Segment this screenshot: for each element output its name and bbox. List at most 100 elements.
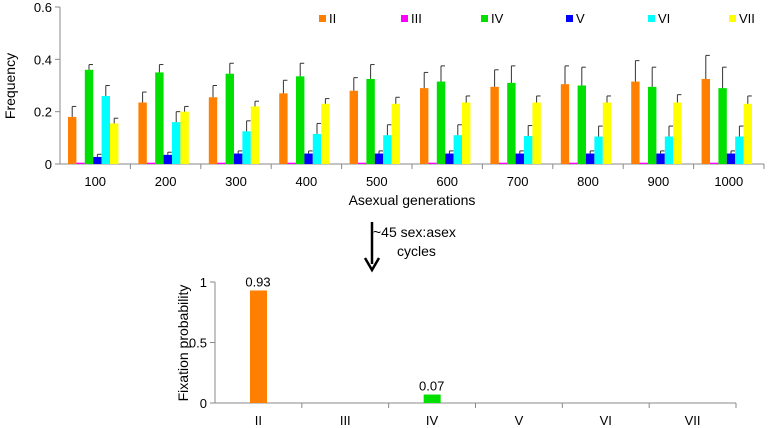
y-tick-label-2: 0.5	[189, 336, 207, 351]
legend-label-II: II	[329, 11, 336, 26]
y-tick-label: 0	[45, 157, 52, 172]
legend-label-III: III	[411, 11, 422, 26]
bar-V-400	[304, 153, 313, 164]
bar-VII-800	[602, 102, 612, 164]
bar-VI-1000	[735, 136, 744, 164]
legend-label-IV: IV	[491, 11, 504, 26]
bar-V-700	[515, 153, 524, 164]
bar-III-800	[569, 162, 578, 164]
legend-swatch-VI	[648, 15, 655, 22]
bar-II-800	[560, 84, 570, 164]
y-axis-label: Frequency	[2, 53, 18, 119]
x-tick-label: 700	[507, 174, 529, 189]
bar-V-200	[163, 154, 172, 164]
bar-III-500	[358, 162, 367, 164]
bar-VII-1000	[743, 103, 752, 164]
legend-label-VI: VI	[658, 11, 670, 26]
data-label-II: 0.93	[245, 274, 270, 289]
bar-VI-100	[101, 95, 110, 164]
bar-III-400	[287, 162, 296, 164]
x-tick-label-2: IV	[426, 413, 439, 428]
y-axis-label-2: Fixation probability	[175, 285, 191, 402]
bar-V-1000	[726, 153, 736, 164]
legend-swatch-III	[401, 15, 408, 22]
bar-II-500	[349, 90, 358, 164]
legend-label-VII: VII	[739, 11, 755, 26]
y-tick-label: 0.6	[34, 0, 52, 15]
bar-III-600	[428, 162, 437, 164]
bar-IV-100	[84, 69, 94, 164]
bar-II-300	[208, 97, 218, 164]
bar-VI-200	[172, 122, 181, 164]
x-tick-label: 500	[366, 174, 388, 189]
bar-VII-700	[532, 102, 541, 164]
bar-VII-100	[110, 123, 119, 164]
bar-VII-600	[462, 102, 471, 164]
bar-V-500	[374, 153, 384, 164]
x-tick-label-2: VII	[685, 413, 701, 428]
x-axis-label: Asexual generations	[349, 192, 476, 208]
bar-VI-500	[383, 135, 392, 164]
y-tick-label-2: 0	[200, 396, 207, 411]
bar-III-1000	[710, 162, 719, 164]
y-tick-label: 0.2	[34, 105, 52, 120]
bar-II-100	[68, 116, 77, 164]
bar-V-300	[234, 153, 243, 164]
legend-label-V: V	[576, 11, 585, 26]
bar-IV	[423, 394, 441, 403]
bar-IV-1000	[718, 88, 727, 164]
bar-III-700	[498, 162, 508, 164]
bar-V-900	[656, 153, 665, 164]
bar-II-1000	[701, 78, 710, 164]
bar-II-200	[138, 102, 147, 164]
bar-IV-600	[436, 81, 446, 164]
x-tick-label-2: III	[340, 413, 351, 428]
x-tick-label: 800	[577, 174, 599, 189]
y-tick-label-2: 1	[200, 275, 207, 290]
x-tick-label: 600	[436, 174, 458, 189]
bar-V-800	[586, 153, 595, 164]
down-arrow-icon	[363, 222, 381, 273]
x-tick-label: 1000	[714, 174, 743, 189]
legend-swatch-VII	[729, 15, 736, 22]
x-tick-label: 400	[296, 174, 318, 189]
bar-IV-200	[155, 72, 164, 164]
bar-IV-400	[296, 76, 305, 164]
bar-VII-900	[673, 102, 682, 164]
bar-VII-400	[321, 103, 330, 164]
bar-II	[250, 290, 267, 403]
annotation-line2: cycles	[397, 243, 436, 259]
x-tick-label-2: II	[255, 413, 262, 428]
y-tick-label: 0.4	[34, 52, 52, 67]
bar-VI-300	[242, 131, 251, 164]
bar-VII-500	[391, 103, 400, 164]
x-tick-label-2: V	[515, 413, 524, 428]
bar-VI-800	[594, 136, 603, 164]
x-tick-label: 300	[225, 174, 247, 189]
bar-VII-300	[250, 106, 260, 164]
bar-II-900	[631, 81, 640, 164]
bar-II-700	[490, 86, 499, 164]
bar-IV-900	[648, 86, 657, 164]
bar-III-200	[146, 162, 156, 164]
x-tick-label: 200	[155, 174, 177, 189]
bar-III-100	[76, 162, 85, 164]
bar-VI-400	[312, 133, 322, 164]
bar-VI-600	[453, 135, 462, 164]
bar-VI-700	[524, 136, 533, 164]
bar-II-400	[279, 93, 288, 164]
bar-VII-200	[180, 111, 189, 164]
bar-IV-500	[366, 78, 375, 164]
bar-V-100	[93, 156, 102, 164]
data-label-IV: 0.07	[419, 379, 444, 394]
bar-III-300	[217, 162, 226, 164]
bar-IV-800	[577, 85, 586, 164]
bar-IV-300	[225, 73, 234, 164]
bar-IV-700	[507, 82, 516, 164]
x-tick-label: 900	[648, 174, 670, 189]
bar-V-600	[445, 153, 454, 164]
bar-VI-900	[664, 136, 674, 164]
legend-swatch-II	[319, 15, 326, 22]
